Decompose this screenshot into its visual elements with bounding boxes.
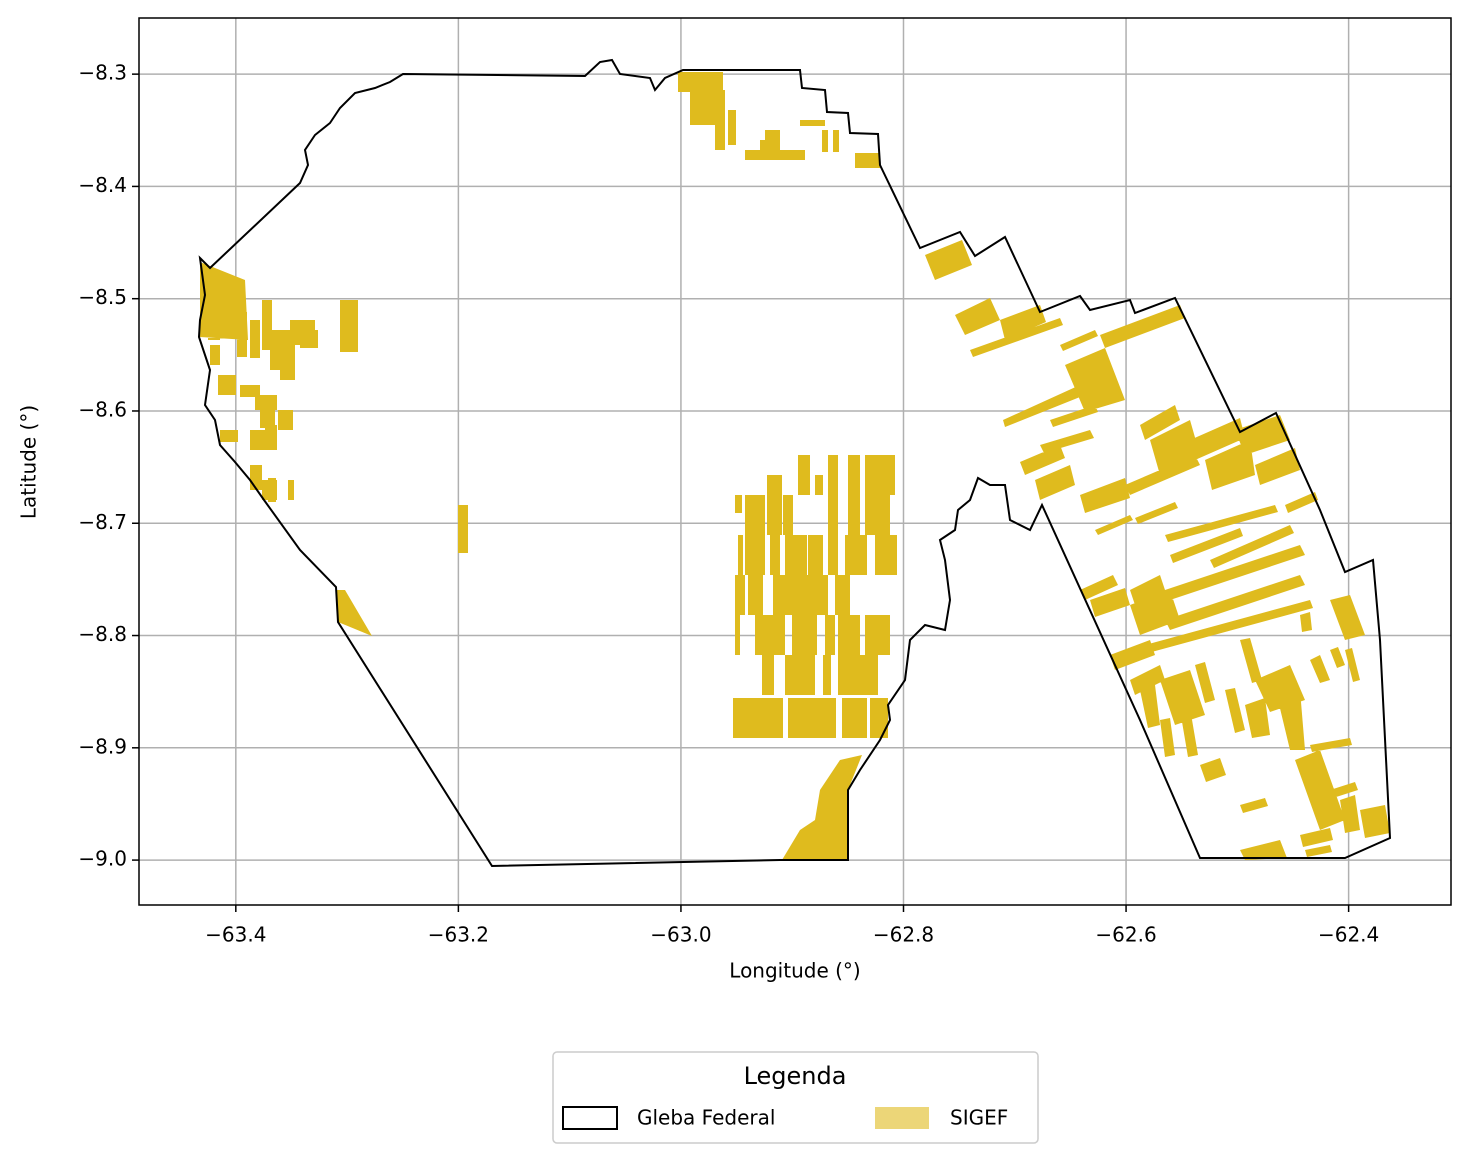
plot-frame	[138, 17, 1452, 906]
legend-swatch	[562, 1106, 618, 1130]
x-tick-label: −62.8	[873, 923, 934, 947]
y-tick-label: −9.0	[78, 847, 127, 871]
y-axis-label: Latitude (°)	[17, 405, 41, 519]
x-tick-label: −62.4	[1318, 923, 1379, 947]
y-tick-label: −8.4	[78, 173, 127, 197]
y-tick-label: −8.3	[78, 61, 127, 85]
legend-label: Gleba Federal	[637, 1106, 775, 1130]
y-tick-label: −8.8	[78, 622, 127, 646]
legend-label: SIGEF	[950, 1106, 1008, 1130]
y-tick-label: −8.6	[78, 397, 127, 421]
legend-title: Legenda	[744, 1062, 847, 1090]
x-axis-label: Longitude (°)	[729, 959, 860, 983]
x-tick-label: −62.6	[1095, 923, 1156, 947]
y-tick-label: −8.5	[78, 285, 127, 309]
legend-swatch	[875, 1107, 929, 1129]
x-tick-label: −63.0	[650, 923, 711, 947]
y-tick-label: −8.9	[78, 734, 127, 758]
y-tick-label: −8.7	[78, 510, 127, 534]
gleba-boundary	[197, 58, 1392, 868]
x-tick-label: −63.2	[428, 923, 489, 947]
x-tick-label: −63.4	[205, 923, 266, 947]
sigef-parcels	[200, 72, 1390, 860]
